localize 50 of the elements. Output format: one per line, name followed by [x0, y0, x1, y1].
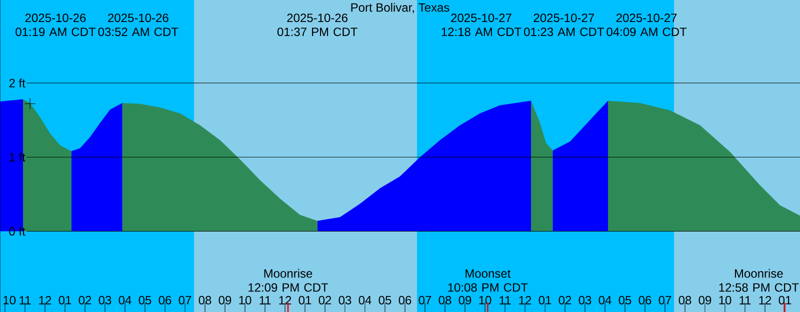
x-tick-label: 07: [178, 296, 192, 304]
x-tick-label: 01: [298, 296, 312, 304]
x-tick-label: 08: [678, 296, 692, 304]
x-tick-label: 04: [598, 296, 612, 304]
x-tick-label: 03: [338, 296, 352, 304]
x-tick-label: 02: [78, 296, 92, 304]
x-tick-label: 05: [618, 296, 632, 304]
ref-line-label: Moonrise 12:09 PM CDT: [248, 268, 328, 292]
x-tick-label: 03: [578, 296, 592, 304]
ref-line-label: Moonrise 12:58 PM CDT: [719, 268, 799, 292]
annotation: 2025-10-26 03:52 AM CDT: [98, 14, 178, 36]
x-tick-label: 10: [479, 296, 492, 304]
x-tick-label: 09: [218, 296, 232, 304]
annotation: 2025-10-26 01:19 AM CDT: [16, 14, 96, 36]
x-tick-label: 08: [198, 296, 212, 304]
x-tick-label: 06: [158, 296, 172, 304]
x-tick-label: 08: [438, 296, 452, 304]
chart-title: Port Bolivar, Texas: [351, 2, 450, 14]
x-tick-label: 10: [4, 296, 16, 304]
x-tick-label: 01: [538, 296, 552, 304]
x-tick-label: 11: [500, 296, 511, 304]
x-tick-label: 10: [719, 296, 732, 304]
x-tick-label: 09: [458, 296, 472, 304]
annotation: 2025-10-26 01:37 PM CDT: [277, 14, 358, 36]
x-tick-label: 12: [519, 296, 532, 304]
annotation: 2025-10-27 12:18 AM CDT: [442, 14, 522, 36]
x-tick-label: 02: [318, 296, 332, 304]
x-tick-label: 01: [58, 296, 72, 304]
x-tick-label: 07: [658, 296, 672, 304]
x-tick-label: 12: [39, 296, 52, 304]
y-tick-label: 2 ft: [9, 78, 26, 88]
x-tick-label: 11: [20, 296, 31, 304]
x-tick-label: 12: [279, 296, 292, 304]
x-tick-label: 04: [358, 296, 372, 304]
x-tick-label: 11: [260, 296, 271, 304]
x-tick-label: 01: [778, 296, 792, 304]
x-tick-label: 04: [118, 296, 132, 304]
x-tick-label: 07: [418, 296, 432, 304]
x-tick-label: 05: [138, 296, 152, 304]
annotation: 2025-10-27 01:23 AM CDT: [524, 14, 604, 36]
x-tick-label: 06: [398, 296, 412, 304]
x-tick-label: 11: [740, 296, 751, 304]
ref-line-label: Moonset 10:08 PM CDT: [448, 269, 528, 292]
x-tick-label: 10: [239, 296, 252, 304]
x-tick-label: 12: [759, 296, 772, 304]
x-tick-label: 03: [98, 296, 112, 304]
x-tick-label: 09: [698, 296, 712, 304]
x-tick-label: 06: [638, 296, 652, 304]
x-tick-label: 05: [378, 296, 392, 304]
x-tick-label: 02: [558, 296, 572, 304]
